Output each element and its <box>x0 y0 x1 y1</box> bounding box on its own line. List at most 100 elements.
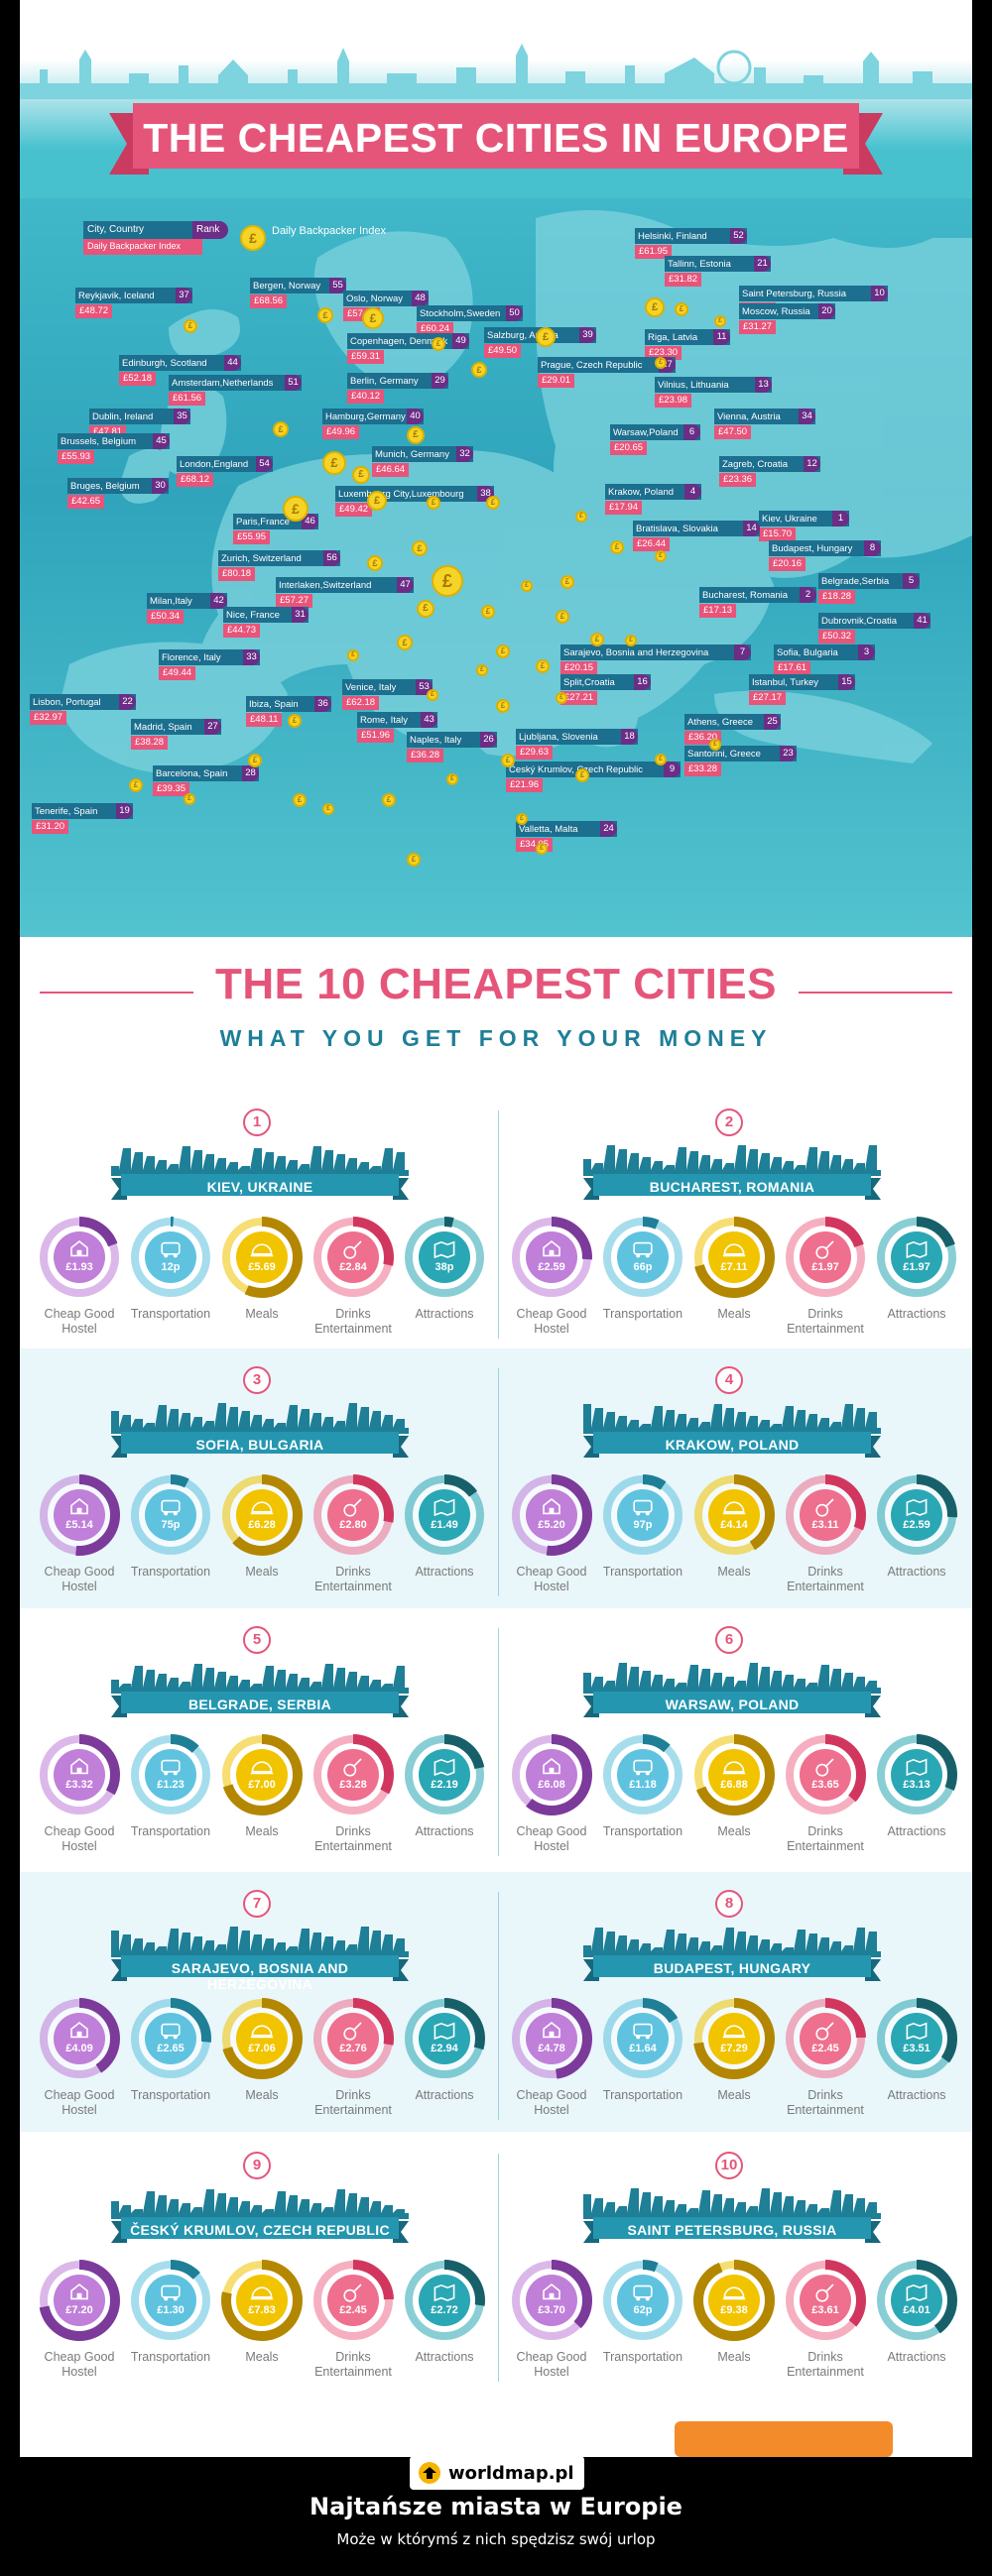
cost-item-transport: £1.64 Transportation <box>601 1997 688 2116</box>
map-city-name: Florence, Italy <box>159 649 260 665</box>
coin-icon: £ <box>184 793 195 805</box>
map-city-rank: 12 <box>804 456 820 472</box>
map-city-rank: 1 <box>832 511 849 527</box>
cost-item-attractions: £1.49 Attractions <box>403 1473 490 1592</box>
guitar-icon <box>813 2017 837 2037</box>
guitar-icon <box>341 2017 365 2037</box>
cost-item-hostel: £1.93 Cheap Good Hostel <box>38 1216 125 1336</box>
coin-icon: £ <box>496 644 510 658</box>
cost-label: Cheap Good Hostel <box>516 1824 587 1853</box>
cost-value: £7.20 <box>65 2304 93 2316</box>
city-rank-badge: 7 <box>243 1890 271 1918</box>
section-subtitle: WHAT YOU GET FOR YOUR MONEY <box>219 1025 773 1051</box>
map-icon <box>433 2279 456 2298</box>
cost-value: £3.61 <box>811 2304 839 2316</box>
map-city-rank: 51 <box>285 375 302 391</box>
cost-label: Drinks Entertainment <box>314 1307 392 1336</box>
map-city-price: £17.13 <box>699 604 737 618</box>
map-city-rank: 28 <box>242 765 259 781</box>
cost-ring <box>130 1998 211 2079</box>
coin-icon: £ <box>283 496 309 522</box>
cost-value: £1.93 <box>65 1261 93 1273</box>
cost-item-drinks: £2.84 Drinks Entertainment <box>311 1216 399 1336</box>
map-icon <box>433 2017 456 2037</box>
cost-label: Cheap Good Hostel <box>516 1307 587 1336</box>
cost-item-attractions: £2.19 Attractions <box>403 1733 490 1852</box>
cost-ring <box>876 1734 957 1815</box>
cost-label: Attractions <box>415 2350 474 2364</box>
map-city-name: Riga, Latvia <box>645 329 730 345</box>
map-city-name: Ibiza, Spain <box>246 696 331 712</box>
guitar-icon <box>813 2279 837 2298</box>
europe-skyline-graphic <box>20 44 972 99</box>
map-city-price: £20.16 <box>769 557 806 571</box>
cost-item-drinks: £1.97 Drinks Entertainment <box>784 1216 871 1336</box>
cost-label: Attractions <box>415 2088 474 2102</box>
map-city-name: Tallinn, Estonia <box>665 256 771 272</box>
cost-item-meals: £4.14 Meals <box>692 1473 780 1592</box>
map-city-name: Vilnius, Lithuania <box>655 377 772 393</box>
cost-value: £4.01 <box>903 2304 930 2316</box>
city-card: 9 ČESKÝ KRUMLOV, CZECH REPUBLIC £7.20 Chea… <box>32 2134 498 2394</box>
city-skyline-graphic <box>111 1664 409 1694</box>
city-name: BUDAPEST, HUNGARY <box>653 1960 811 1976</box>
cost-value: £2.59 <box>538 1261 565 1273</box>
cost-item-transport: 97p Transportation <box>601 1473 688 1592</box>
city-ribbon <box>111 1174 409 1200</box>
map-city-price: £40.12 <box>347 390 385 404</box>
cost-value: £2.65 <box>157 2043 185 2054</box>
bus-icon <box>159 1753 183 1773</box>
map-city-name: Oslo, Norway <box>343 291 429 306</box>
cost-label: Drinks Entertainment <box>314 1824 392 1853</box>
map-city-price: £44.73 <box>223 624 261 638</box>
cost-item-drinks: £2.45 Drinks Entertainment <box>311 2259 399 2379</box>
map-city-price: £39.35 <box>153 782 190 796</box>
cost-label: Transportation <box>130 1824 211 1838</box>
map-city-name: Sarajevo, Bosnia and Herzegovina <box>560 644 751 660</box>
meal-icon <box>722 1235 746 1255</box>
guitar-icon <box>341 1235 365 1255</box>
cost-ring <box>221 1998 303 2079</box>
map-city-name: Amsterdam,Netherlands <box>169 375 302 391</box>
coin-icon: £ <box>407 426 425 444</box>
map-city-price: £49.42 <box>335 503 373 517</box>
map-city-rank: 41 <box>914 613 930 629</box>
cost-label: Transportation <box>602 2088 683 2102</box>
map-city-price: £59.31 <box>347 350 385 364</box>
map-city-name: Prague, Czech Republic <box>538 357 676 373</box>
legend-coin-label: Daily Backpacker Index <box>272 225 386 237</box>
cost-ring <box>130 1217 211 1298</box>
title-rule-right <box>799 992 952 994</box>
coin-icon: £ <box>352 466 370 484</box>
cost-label: Transportation <box>130 1565 211 1579</box>
cost-label: Transportation <box>602 1565 683 1579</box>
cost-value: £5.69 <box>248 1261 276 1273</box>
cost-ring <box>785 1474 866 1556</box>
map-city-rank: 52 <box>730 228 747 244</box>
map-city-rank: 15 <box>838 674 855 690</box>
map-city-name: Lisbon, Portugal <box>30 694 136 710</box>
city-name: ČESKÝ KRUMLOV, CZECH REPUBLIC <box>130 2222 390 2238</box>
cost-item-hostel: £3.70 Cheap Good Hostel <box>510 2259 597 2379</box>
coin-icon: £ <box>645 297 665 317</box>
footer-strip <box>20 2419 972 2457</box>
cost-ring <box>404 2260 485 2341</box>
cost-value: £3.32 <box>65 1779 93 1791</box>
map-city-name: Reykjavik, Iceland <box>75 288 192 303</box>
map-city-name: Bratislava, Slovakia <box>633 521 760 536</box>
cost-item-attractions: £1.97 Attractions <box>875 1216 962 1335</box>
cost-ring <box>511 1998 592 2079</box>
map-city-name: Tenerife, Spain <box>32 803 133 819</box>
cost-item-attractions: £4.01 Attractions <box>875 2259 962 2378</box>
coin-icon: £ <box>476 664 488 676</box>
cost-label: Meals <box>717 1565 751 1579</box>
map-city-price: £61.95 <box>635 245 673 259</box>
cost-item-drinks: £3.28 Drinks Entertainment <box>311 1733 399 1853</box>
cost-ring <box>693 1734 775 1815</box>
cost-item-transport: 75p Transportation <box>129 1473 216 1592</box>
cost-ring <box>312 1217 394 1298</box>
cost-item-hostel: £5.14 Cheap Good Hostel <box>38 1473 125 1593</box>
cost-label: Cheap Good Hostel <box>516 1565 587 1593</box>
cost-value: £5.20 <box>538 1519 565 1531</box>
